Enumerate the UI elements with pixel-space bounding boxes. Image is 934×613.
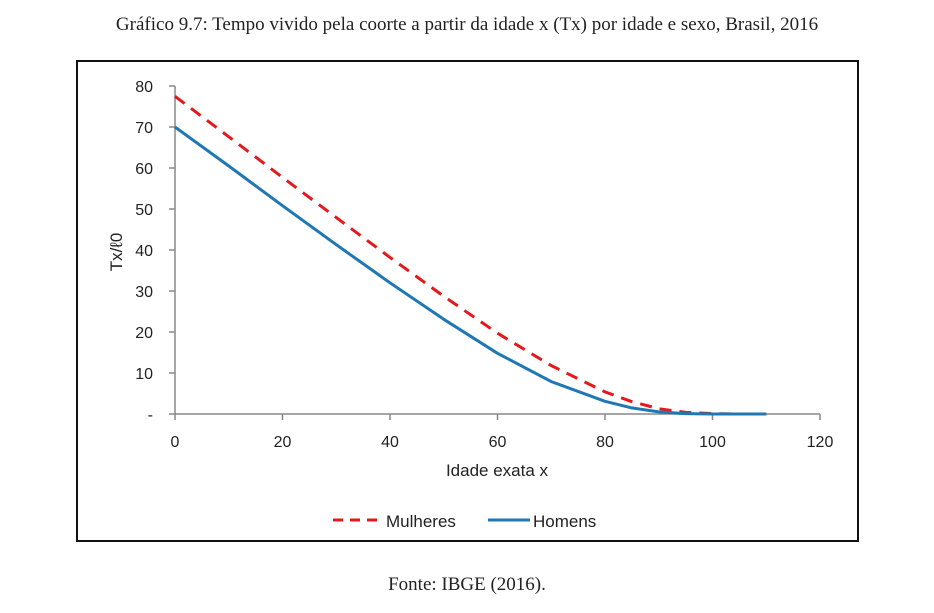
x-tick-label: 0 — [171, 434, 180, 451]
x-tick-label: 20 — [274, 434, 292, 451]
figure-source: Fonte: IBGE (2016). — [388, 574, 546, 595]
axes — [174, 86, 820, 415]
legend: Mulheres Homens — [333, 512, 596, 531]
y-tick-label: 80 — [135, 79, 153, 96]
y-tick-label: 60 — [135, 161, 153, 178]
y-tick-label: 40 — [135, 243, 153, 260]
x-tick-label: 120 — [807, 434, 834, 451]
y-tick-label: 10 — [135, 366, 153, 383]
series-line-homens — [174, 125, 767, 416]
y-ticks: - 10 20 30 40 50 60 70 80 — [135, 79, 175, 424]
x-tick-label: 80 — [596, 434, 614, 451]
y-axis-title: Tx/ℓ0 — [107, 233, 126, 272]
y-tick-label: 70 — [135, 120, 153, 137]
x-tick-label: 40 — [381, 434, 399, 451]
x-ticks: 0 20 40 60 80 100 120 — [171, 414, 834, 451]
x-tick-label: 100 — [699, 434, 726, 451]
y-tick-label: 30 — [135, 284, 153, 301]
chart-frame — [76, 60, 859, 542]
legend-label-mulheres: Mulheres — [386, 512, 456, 531]
x-axis-title: Idade exata x — [446, 461, 549, 480]
y-tick-label: 50 — [135, 202, 153, 219]
legend-label-homens: Homens — [533, 512, 596, 531]
series-line-mulheres — [174, 95, 767, 416]
figure-title: Gráfico 9.7: Tempo vivido pela coorte a … — [115, 14, 819, 35]
series — [174, 95, 767, 416]
y-tick-label: - — [148, 407, 153, 424]
x-tick-label: 60 — [489, 434, 507, 451]
y-tick-label: 20 — [135, 325, 153, 342]
